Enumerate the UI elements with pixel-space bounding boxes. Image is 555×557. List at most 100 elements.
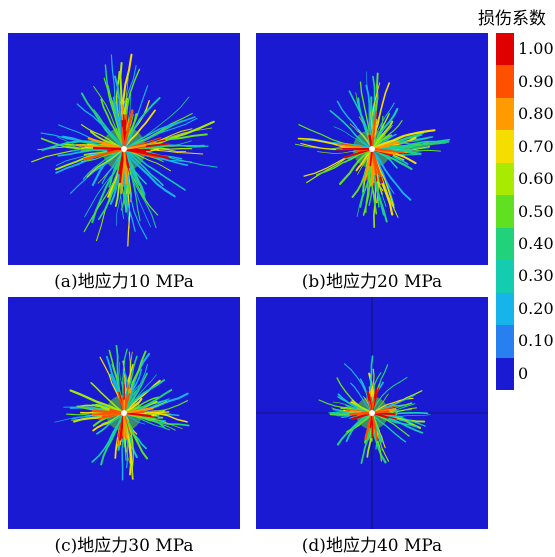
crack-line [69,389,122,413]
crack-line [127,150,172,172]
high-damage-crack [117,391,125,414]
damage-crack-pattern [294,71,451,228]
crack-line [374,150,398,169]
crack-line [107,415,123,444]
colorbar-tick-label: 1.00 [518,39,554,59]
high-damage-crack [371,110,378,150]
panel-c [8,297,240,529]
damage-crack-pattern [54,344,190,481]
borehole [121,410,127,416]
crack-line [339,150,370,185]
high-damage-crack [122,147,169,159]
crack-line [126,414,149,420]
crack-line [375,413,410,437]
crack-line [125,379,161,411]
crack-line [124,97,161,147]
colorbar-segment [496,65,514,99]
high-damage-crack [123,121,131,150]
crack-line [315,149,370,176]
crack-line [89,130,122,149]
high-damage-crack [122,411,152,418]
colorbar-tick-label: 0.20 [518,298,554,318]
high-damage-crack [349,411,374,416]
crack-line [333,126,369,148]
colorbar-tick-label: 0.70 [518,136,554,156]
panel-d [256,297,488,529]
crack-line [76,103,123,147]
crack-line [96,414,122,435]
crack-line [126,396,160,413]
crack-line [126,150,164,186]
high-damage-crack [92,146,126,151]
crack-line [125,109,156,147]
crack-line [122,348,128,410]
crack-line [329,110,370,148]
colorbar-tick-label: 0.40 [518,233,554,253]
crack-line [350,382,371,411]
crack-line [126,415,146,425]
high-damage-crack [120,127,125,150]
crack-line [100,98,124,147]
crack-line [90,382,122,412]
crack-line [126,112,193,148]
colorbar-segment [496,33,514,66]
colorbar-segment [496,260,514,294]
crack-line [80,150,122,162]
panel-b [256,33,488,265]
crack-line [346,415,371,433]
crack-line [373,120,394,147]
crack-line [366,71,373,146]
crack-line [375,412,426,427]
colorbar-segment [496,130,514,164]
colorbar-tick-label: 0.60 [518,169,554,189]
crack-line [358,129,371,146]
crack-line [124,152,151,228]
high-damage-crack [122,144,147,151]
panel-a [8,33,240,265]
colorbar-segment [496,292,514,326]
crack-line [373,151,395,195]
damage-crack-pattern [256,297,488,529]
crack-line [103,77,124,146]
caption-b: (b)地应力20 MPa [301,272,443,292]
crack-line [101,151,123,185]
colorbar [496,33,514,391]
crack-line [373,416,381,434]
high-damage-crack [370,147,378,175]
crack-line [373,415,407,443]
crack-line [124,151,146,200]
crack-line [84,152,123,218]
crack-line [126,374,157,411]
high-damage-crack [83,147,126,161]
colorbar-segment [496,357,514,391]
colorbar-tick-label: 0 [518,363,529,383]
crack-line [337,396,369,413]
high-damage-crack [371,412,378,441]
caption-c: (c)地应力30 MPa [54,536,194,556]
colorbar-tick-label: 0.80 [518,104,554,124]
colorbar-tick-label: 0.30 [518,266,554,286]
high-damage-crack [92,412,125,416]
colorbar-segment [496,195,514,229]
crack-line [125,379,165,411]
crack-line [127,148,204,155]
crack-line [127,96,190,148]
crack-line [93,85,123,146]
crack-line [86,150,122,178]
crack-line [349,123,371,146]
colorbar-segment [496,325,514,359]
crack-line [355,151,371,172]
crack-line [126,149,186,191]
crack-line [372,102,395,146]
borehole [121,146,127,152]
crack-line [80,92,123,147]
crack-line [125,151,147,185]
crack-line [125,151,176,198]
crack-line [374,393,389,412]
high-damage-crack [87,137,126,151]
crack-line [374,129,436,149]
crack-line [351,399,370,412]
crack-line [126,397,143,412]
borehole [369,410,375,416]
crack-line [127,117,198,149]
